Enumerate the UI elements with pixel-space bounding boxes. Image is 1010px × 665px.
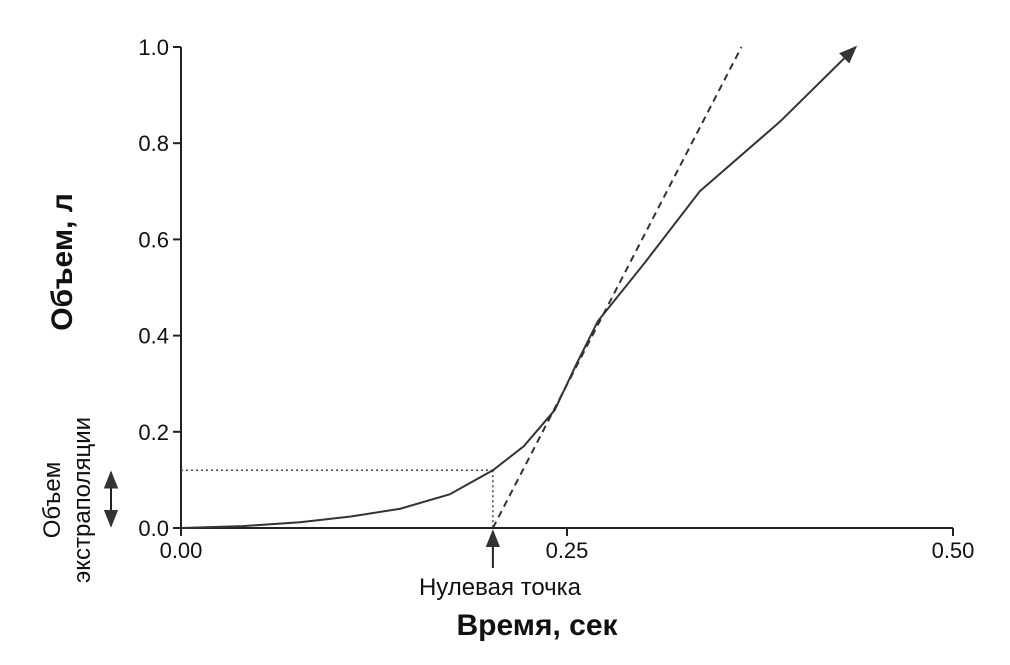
x-tick-label: 0.25 [546,538,589,563]
x-tick-label: 0.00 [160,538,203,563]
y-tick-label: 0.4 [138,324,169,349]
y-tick-label: 0.2 [138,420,169,445]
y-tick-label: 0.8 [138,131,169,156]
zero-point-label: Нулевая точка [419,574,582,601]
series-line [180,45,858,529]
y-tick-label: 1.0 [138,35,169,60]
x-tick-label: 0.50 [932,538,975,563]
extrapolation-label: Объем [39,462,66,538]
series-line [491,46,743,529]
x-axis-title: Время, сек [456,609,618,642]
extrapolation-label: экстраполяции [69,417,96,583]
y-tick-label: 0.6 [138,227,169,252]
y-tick-label: 0.0 [138,516,169,541]
y-axis-title: Объем, л [46,193,79,331]
